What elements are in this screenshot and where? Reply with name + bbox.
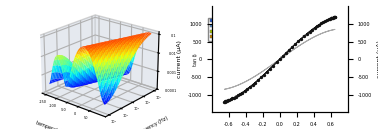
Point xyxy=(252,82,258,84)
X-axis label: temperature (°C): temperature (°C) xyxy=(36,120,77,129)
Point xyxy=(328,17,334,19)
Point xyxy=(223,100,229,102)
Point xyxy=(231,97,237,99)
Point xyxy=(319,22,325,24)
Point xyxy=(228,98,234,100)
Point xyxy=(301,35,307,37)
Point xyxy=(312,27,318,29)
Y-axis label: frequency (Hz): frequency (Hz) xyxy=(135,115,169,129)
Point xyxy=(222,101,228,103)
Point xyxy=(324,19,330,21)
Point xyxy=(321,21,327,23)
Point xyxy=(314,25,320,27)
Point xyxy=(242,90,248,92)
Point xyxy=(329,17,335,19)
Point xyxy=(283,52,289,54)
Point xyxy=(226,99,232,101)
Point xyxy=(255,79,261,81)
Point xyxy=(267,68,273,70)
Point xyxy=(244,88,250,90)
Point xyxy=(222,101,228,103)
Point xyxy=(249,84,256,86)
Point xyxy=(247,86,253,88)
Point xyxy=(307,31,313,33)
Point xyxy=(261,74,267,76)
Point xyxy=(327,18,333,20)
Point xyxy=(224,100,230,102)
Point xyxy=(270,64,276,67)
Point xyxy=(277,58,283,60)
Point xyxy=(258,76,264,78)
Y-axis label: current (μA): current (μA) xyxy=(177,40,182,78)
Point xyxy=(233,96,239,98)
Point xyxy=(316,24,322,26)
Point xyxy=(289,46,295,48)
Y-axis label: current (μA): current (μA) xyxy=(377,40,378,78)
Point xyxy=(239,92,245,94)
Point xyxy=(295,40,301,42)
Point xyxy=(331,16,337,18)
Point xyxy=(237,93,243,95)
Point xyxy=(332,16,338,18)
Point xyxy=(304,33,310,35)
Point xyxy=(225,99,231,101)
Point xyxy=(330,17,336,19)
Point xyxy=(222,100,228,103)
Point xyxy=(332,16,338,18)
Point xyxy=(325,18,332,21)
Point xyxy=(223,100,229,102)
Point xyxy=(309,29,315,31)
Point xyxy=(332,16,338,18)
Point xyxy=(280,55,286,57)
Legend: 0.001, 0.01, 0.1, 0.1: 0.001, 0.01, 0.1, 0.1 xyxy=(208,18,232,41)
Point xyxy=(229,97,235,99)
Point xyxy=(286,49,292,51)
Point xyxy=(298,38,304,40)
Point xyxy=(264,71,270,73)
Point xyxy=(292,43,298,45)
Point xyxy=(274,61,280,63)
Point xyxy=(322,20,328,22)
Point xyxy=(235,94,241,96)
